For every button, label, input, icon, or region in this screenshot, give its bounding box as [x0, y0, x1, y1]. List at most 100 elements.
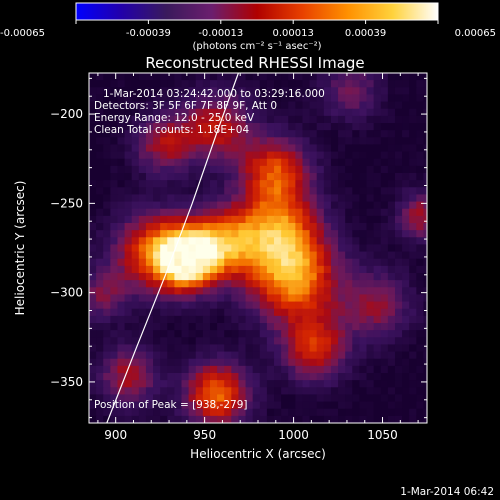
heatmap-cell — [402, 365, 410, 374]
heatmap-cell — [373, 394, 382, 403]
heatmap-cell — [89, 373, 97, 381]
heatmap-cell — [387, 280, 396, 288]
heatmap-cell — [387, 115, 396, 124]
heatmap-cell — [352, 151, 360, 160]
heatmap-cell — [274, 373, 282, 381]
heatmap-cell — [188, 223, 197, 231]
heatmap-cell — [153, 201, 161, 210]
heatmap-cell — [245, 265, 254, 274]
heatmap-cell — [288, 323, 296, 331]
heatmap-cell — [409, 144, 417, 153]
heatmap-cell — [302, 258, 311, 267]
heatmap-cell — [117, 158, 126, 167]
heatmap-cell — [309, 237, 318, 246]
heatmap-cell — [110, 408, 119, 417]
heatmap-cell — [409, 87, 417, 96]
heatmap-cell — [110, 330, 119, 338]
heatmap-cell — [245, 173, 254, 181]
heatmap-cell — [238, 130, 247, 138]
heatmap-cell — [302, 115, 311, 124]
heatmap-cell — [288, 244, 296, 253]
heatmap-cell — [89, 380, 97, 388]
heatmap-cell — [131, 144, 140, 153]
heatmap-cell — [366, 194, 375, 203]
heatmap-cell — [423, 230, 427, 238]
heatmap-cell — [110, 287, 119, 296]
heatmap-cell — [352, 258, 360, 267]
heatmap-cell — [110, 315, 119, 324]
heatmap-cell — [217, 401, 225, 410]
heatmap-cell — [202, 230, 211, 238]
heatmap-cell — [295, 251, 304, 260]
heatmap-cell — [309, 394, 318, 403]
heatmap-cell — [373, 301, 382, 310]
heatmap-cell — [131, 265, 140, 274]
heatmap-cell — [316, 315, 325, 324]
heatmap-cell — [316, 215, 325, 224]
heatmap-cell — [188, 151, 197, 160]
chart-title: Reconstructed RHESSI Image — [145, 54, 364, 72]
heatmap-cell — [167, 201, 175, 210]
heatmap-cell — [323, 408, 332, 417]
heatmap-cell — [323, 294, 332, 303]
y-tick-label: −250 — [50, 196, 83, 210]
heatmap-cell — [195, 215, 204, 224]
heatmap-cell — [217, 287, 225, 296]
heatmap-cell — [259, 258, 268, 267]
heatmap-cell — [181, 380, 190, 388]
heatmap-cell — [380, 358, 389, 367]
heatmap-cell — [124, 80, 133, 88]
heatmap-cell — [131, 108, 140, 117]
heatmap-cell — [288, 387, 296, 396]
heatmap-cell — [110, 323, 119, 331]
heatmap-cell — [281, 365, 289, 374]
heatmap-cell — [394, 208, 403, 217]
heatmap-cell — [281, 208, 289, 217]
heatmap-cell — [167, 137, 175, 146]
heatmap-cell — [231, 308, 240, 317]
heatmap-cell — [423, 123, 427, 131]
heatmap-cell — [231, 73, 240, 81]
heatmap-cell — [423, 158, 427, 167]
heatmap-cell — [366, 294, 375, 303]
heatmap-cell — [238, 365, 247, 374]
heatmap-cell — [153, 294, 161, 303]
heatmap-cell — [416, 165, 425, 174]
heatmap-cell — [224, 301, 232, 310]
heatmap-cell — [416, 144, 425, 153]
heatmap-cell — [416, 230, 425, 238]
heatmap-cell — [316, 144, 325, 153]
heatmap-cell — [281, 337, 289, 346]
heatmap-cell — [281, 244, 289, 253]
heatmap-cell — [373, 137, 382, 146]
heatmap-cell — [160, 394, 168, 403]
heatmap-cell — [217, 415, 225, 423]
heatmap-cell — [352, 194, 360, 203]
heatmap-cell — [281, 251, 289, 260]
heatmap-cell — [202, 94, 211, 103]
heatmap-cell — [394, 237, 403, 246]
heatmap-cell — [309, 365, 318, 374]
heatmap-cell — [423, 315, 427, 324]
heatmap-cell — [131, 401, 140, 410]
heatmap-cell — [316, 173, 325, 181]
heatmap-cell — [167, 173, 175, 181]
heatmap-cell — [188, 308, 197, 317]
heatmap-cell — [160, 201, 168, 210]
heatmap-cell — [394, 258, 403, 267]
heatmap-cell — [366, 151, 375, 160]
heatmap-cell — [352, 244, 360, 253]
heatmap-cell — [96, 208, 104, 217]
heatmap-cell — [89, 201, 97, 210]
heatmap-cell — [117, 87, 126, 96]
heatmap-cell — [89, 280, 97, 288]
heatmap-cell — [259, 73, 268, 81]
heatmap-cell — [394, 180, 403, 188]
heatmap-cell — [195, 344, 204, 353]
heatmap-cell — [380, 315, 389, 324]
heatmap-cell — [181, 115, 190, 124]
heatmap-cell — [217, 294, 225, 303]
heatmap-cell — [138, 158, 147, 167]
heatmap-cell — [338, 380, 346, 388]
heatmap-cell — [138, 101, 147, 110]
